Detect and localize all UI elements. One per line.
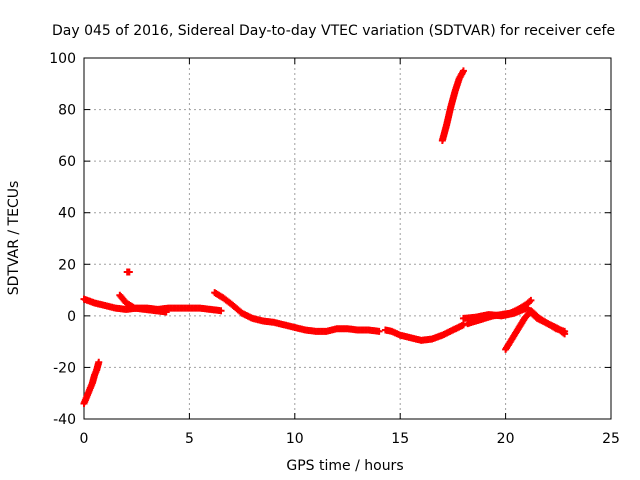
data-point <box>459 321 467 329</box>
data-point <box>375 327 383 335</box>
points-layer <box>80 67 569 408</box>
y-tick-label: 100 <box>49 51 76 67</box>
data-point <box>527 296 535 304</box>
data-point <box>217 307 225 315</box>
data-point <box>125 268 133 276</box>
grid-layer <box>84 58 611 419</box>
y-tick-label: 80 <box>58 103 76 119</box>
tick-layer: -40 -20 0 20 40 60 80 100 0 5 10 15 20 25 <box>49 51 620 447</box>
x-axis-label: GPS time / hours <box>286 458 403 474</box>
y-tick-label: 40 <box>58 206 76 222</box>
data-point <box>459 67 467 75</box>
y-tick-label: 20 <box>58 257 76 273</box>
y-tick-label: -20 <box>53 360 76 376</box>
y-tick-label: 60 <box>58 154 76 170</box>
y-tick-label: 0 <box>67 309 76 325</box>
x-tick-label: 0 <box>80 431 89 447</box>
x-tick-label: 10 <box>286 431 304 447</box>
y-axis-label: SDTVAR / TECUs <box>6 181 22 296</box>
data-point <box>95 358 103 366</box>
y-tick-label: -40 <box>53 412 76 428</box>
data-point <box>561 327 569 335</box>
x-tick-label: 15 <box>391 431 409 447</box>
plot-frame <box>83 57 612 420</box>
data-point <box>162 308 170 316</box>
x-tick-label: 25 <box>602 431 620 447</box>
x-tick-label: 5 <box>185 431 194 447</box>
chart-title: Day 045 of 2016, Sidereal Day-to-day VTE… <box>52 23 615 39</box>
x-tick-label: 20 <box>497 431 515 447</box>
